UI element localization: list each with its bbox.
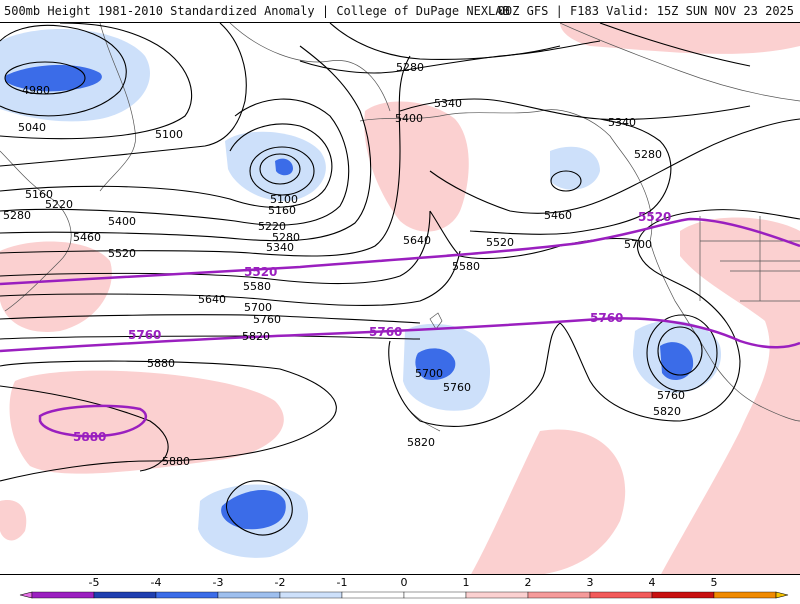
scale-swatch — [589, 591, 653, 599]
header: 500mb Height 1981-2010 Standardized Anom… — [0, 0, 800, 22]
contour-label: 5700 — [244, 301, 272, 314]
contour-label: 5580 — [243, 280, 271, 293]
contour-label: 5160 — [25, 188, 53, 201]
color-scale-ticks: -5 -4 -3 -2 -1 0 1 2 3 4 5 — [89, 576, 718, 589]
positive-anomaly-fills — [0, 23, 800, 574]
scale-swatch — [341, 591, 405, 599]
contour-label: 5100 — [155, 128, 183, 141]
scale-tick-label: 0 — [401, 576, 408, 589]
contour-label: 5400 — [395, 112, 423, 125]
contour-label: 5520 — [486, 236, 514, 249]
scale-tick-label: -2 — [275, 576, 286, 589]
highlighted-contour-labels: 5520 5520 5760 5760 5760 5880 — [73, 210, 671, 444]
scale-swatch — [279, 591, 343, 599]
contour-label: 5460 — [544, 209, 572, 222]
contour-label: 5340 — [266, 241, 294, 254]
scale-tick-label: 1 — [463, 576, 470, 589]
contour-label: 5280 — [3, 209, 31, 222]
scale-swatch — [31, 591, 95, 599]
contour-label: 5760 — [657, 389, 685, 402]
color-scale-legend: -5 -4 -3 -2 -1 0 1 2 3 4 5 — [0, 575, 800, 600]
scale-swatch — [93, 591, 157, 599]
scale-arrow-high — [775, 591, 789, 599]
scale-swatch — [155, 591, 219, 599]
scale-swatch — [527, 591, 591, 599]
scale-tick-label: -3 — [213, 576, 224, 589]
height-contours — [0, 23, 800, 536]
contour-label-5880: 5880 — [73, 430, 106, 444]
scale-swatch — [217, 591, 281, 599]
contour-label-5520: 5520 — [638, 210, 671, 224]
contour-label: 5880 — [162, 455, 190, 468]
contour-label-5760: 5760 — [369, 325, 402, 339]
contour-label: 5820 — [407, 436, 435, 449]
contour-label: 5400 — [108, 215, 136, 228]
contour-label: 5340 — [434, 97, 462, 110]
contour-label: 5760 — [443, 381, 471, 394]
coastlines — [0, 23, 800, 432]
contour-label: 5040 — [18, 121, 46, 134]
scale-swatch — [403, 591, 467, 599]
contour-label: 5520 — [108, 247, 136, 260]
contour-label: 5280 — [272, 231, 300, 244]
contour-label: 4980 — [22, 84, 50, 97]
scale-tick-label: -5 — [89, 576, 100, 589]
scale-tick-label: -4 — [151, 576, 162, 589]
contour-label: 5220 — [45, 198, 73, 211]
contour-label: 5220 — [258, 220, 286, 233]
contour-label: 5460 — [73, 231, 101, 244]
model-valid-time: 00Z GFS | F183 Valid: 15Z SUN NOV 23 202… — [497, 4, 794, 18]
map-title: 500mb Height 1981-2010 Standardized Anom… — [4, 4, 510, 18]
contour-label: 5820 — [653, 405, 681, 418]
contour-label-5520: 5520 — [244, 265, 277, 279]
negative-anomaly-fills — [0, 29, 722, 558]
contour-label: 5820 — [242, 330, 270, 343]
scale-tick-label: -1 — [337, 576, 348, 589]
highlighted-contours — [0, 217, 800, 438]
contour-label: 5700 — [415, 367, 443, 380]
contour-label: 5700 — [624, 238, 652, 251]
anomaly-map: 4980 5040 5100 5160 5220 5280 5100 5160 … — [0, 22, 800, 575]
color-scale-bar — [19, 591, 789, 599]
contour-labels: 4980 5040 5100 5160 5220 5280 5100 5160 … — [3, 61, 685, 468]
contour-label: 5280 — [634, 148, 662, 161]
contour-label-5760: 5760 — [590, 311, 623, 325]
contour-label: 5640 — [403, 234, 431, 247]
scale-arrow-low — [19, 591, 33, 599]
scale-tick-label: 4 — [649, 576, 656, 589]
contour-label: 5160 — [268, 204, 296, 217]
contour-label-5760: 5760 — [128, 328, 161, 342]
scale-tick-label: 3 — [587, 576, 594, 589]
scale-swatch — [465, 591, 529, 599]
contour-label: 5280 — [396, 61, 424, 74]
scale-swatch — [713, 591, 777, 599]
contour-label: 5580 — [452, 260, 480, 273]
scale-swatch — [651, 591, 715, 599]
contour-label: 5100 — [270, 193, 298, 206]
contour-label: 5340 — [608, 116, 636, 129]
contour-label: 5760 — [253, 313, 281, 326]
contour-label: 5640 — [198, 293, 226, 306]
contour-label: 5880 — [147, 357, 175, 370]
scale-tick-label: 5 — [711, 576, 718, 589]
scale-tick-label: 2 — [525, 576, 532, 589]
